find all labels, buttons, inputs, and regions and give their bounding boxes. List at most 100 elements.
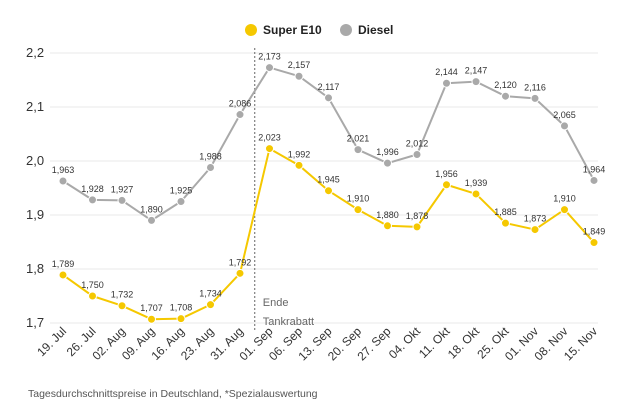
legend-marker-super-e10 [245, 24, 257, 36]
data-label-diesel: 1,988 [199, 151, 222, 161]
data-point-super-e10 [88, 291, 97, 301]
data-point-super-e10 [147, 314, 156, 324]
annotation-text-line2: Tankrabatt [263, 316, 314, 328]
data-label-diesel: 2,173 [258, 52, 281, 62]
data-label-super-e10: 1,910 [347, 194, 370, 204]
data-point-diesel [560, 121, 569, 131]
data-point-diesel [353, 145, 363, 155]
data-point-diesel [176, 197, 186, 206]
data-point-super-e10 [353, 205, 363, 215]
data-point-super-e10 [560, 205, 569, 215]
data-label-diesel: 1,927 [111, 184, 134, 194]
x-tick-label: 15. Nov [561, 324, 600, 363]
data-point-super-e10 [235, 268, 245, 278]
data-label-super-e10: 1,878 [406, 211, 429, 221]
data-point-super-e10 [589, 238, 599, 248]
data-label-super-e10: 1,708 [170, 303, 193, 313]
data-label-super-e10: 1,789 [52, 259, 75, 269]
series-layer: 1,789 1,750 1,732 1,707 1,708 1,734 1,792 2,023… [52, 52, 606, 324]
data-point-diesel [589, 175, 599, 185]
data-label-diesel: 2,065 [553, 110, 576, 120]
data-point-super-e10 [117, 301, 127, 311]
y-tick-label: 1,8 [26, 261, 44, 276]
data-label-super-e10: 2,023 [258, 133, 281, 143]
data-point-super-e10 [294, 160, 304, 170]
data-point-super-e10 [442, 180, 451, 190]
data-point-diesel [294, 71, 304, 81]
footnote: Tagesdurchschnittspreise in Deutschland,… [28, 388, 318, 400]
data-label-super-e10: 1,945 [317, 175, 340, 185]
data-label-diesel: 2,021 [347, 134, 370, 144]
legend-label-diesel: Diesel [358, 23, 393, 37]
data-point-super-e10 [530, 225, 540, 235]
data-label-diesel: 2,157 [288, 60, 311, 70]
data-label-super-e10: 1,885 [494, 207, 517, 217]
data-label-diesel: 2,012 [406, 139, 429, 149]
data-label-diesel: 2,120 [494, 80, 517, 90]
data-point-super-e10 [206, 300, 215, 310]
data-point-diesel [206, 162, 215, 172]
x-tick-label: 18. Okt [445, 324, 483, 362]
data-point-super-e10 [58, 270, 68, 280]
data-point-diesel [117, 195, 127, 205]
data-label-super-e10: 1,910 [553, 194, 576, 204]
data-label-diesel: 2,147 [465, 66, 488, 76]
data-point-diesel [383, 158, 392, 168]
y-axis: 1,7 1,8 1,9 2,0 2,1 2,2 [26, 45, 44, 330]
data-point-diesel [88, 195, 97, 205]
data-label-diesel: 2,116 [524, 82, 546, 92]
data-point-diesel [412, 150, 422, 160]
legend-marker-diesel [340, 24, 352, 36]
data-label-super-e10: 1,880 [376, 210, 399, 220]
data-label-super-e10: 1,873 [524, 214, 547, 224]
y-tick-label: 2,2 [26, 45, 44, 60]
data-label-super-e10: 1,734 [199, 289, 222, 299]
data-point-super-e10 [324, 186, 333, 196]
data-label-diesel: 1,963 [52, 165, 75, 175]
data-label-super-e10: 1,792 [229, 257, 252, 267]
annotation-text-line1: Ende [263, 297, 289, 309]
annotation: Ende Tankrabatt [254, 48, 314, 330]
data-point-diesel [530, 93, 540, 103]
data-point-diesel [442, 78, 451, 88]
data-point-super-e10 [412, 222, 422, 232]
data-label-super-e10: 1,707 [140, 303, 163, 313]
data-point-diesel [501, 91, 510, 101]
data-point-super-e10 [471, 189, 481, 199]
data-label-diesel: 2,144 [435, 67, 458, 77]
data-label-diesel: 1,925 [170, 186, 193, 196]
legend-label-super-e10: Super E10 [263, 23, 322, 37]
data-label-super-e10: 1,849 [583, 227, 606, 237]
data-label-diesel: 2,086 [229, 99, 252, 109]
data-label-diesel: 2,117 [318, 82, 340, 92]
y-tick-label: 1,9 [26, 207, 44, 222]
data-label-diesel: 1,928 [81, 184, 104, 194]
data-point-diesel [471, 77, 481, 87]
data-point-diesel [58, 176, 68, 186]
data-label-diesel: 1,996 [376, 147, 399, 157]
data-label-super-e10: 1,939 [465, 178, 488, 188]
legend: Super E10 Diesel [245, 23, 393, 37]
data-point-super-e10 [383, 221, 392, 231]
data-point-diesel [235, 110, 245, 120]
data-point-diesel [147, 215, 156, 225]
x-tick-label: 04. Okt [386, 324, 424, 362]
data-point-diesel [265, 63, 274, 73]
y-tick-label: 2,1 [26, 99, 44, 114]
data-label-diesel: 1,890 [140, 204, 163, 214]
data-label-super-e10: 1,956 [435, 169, 458, 179]
gridlines [50, 52, 598, 324]
data-point-super-e10 [176, 314, 186, 324]
data-label-super-e10: 1,750 [81, 280, 104, 290]
y-tick-label: 1,7 [26, 315, 44, 330]
data-point-diesel [324, 93, 333, 103]
data-label-diesel: 1,964 [583, 164, 606, 174]
data-label-super-e10: 1,732 [111, 290, 134, 300]
y-tick-label: 2,0 [26, 153, 44, 168]
x-tick-label: 27. Sep [354, 324, 393, 363]
data-label-super-e10: 1,992 [288, 149, 311, 159]
data-point-super-e10 [265, 144, 274, 154]
data-point-super-e10 [501, 218, 510, 228]
